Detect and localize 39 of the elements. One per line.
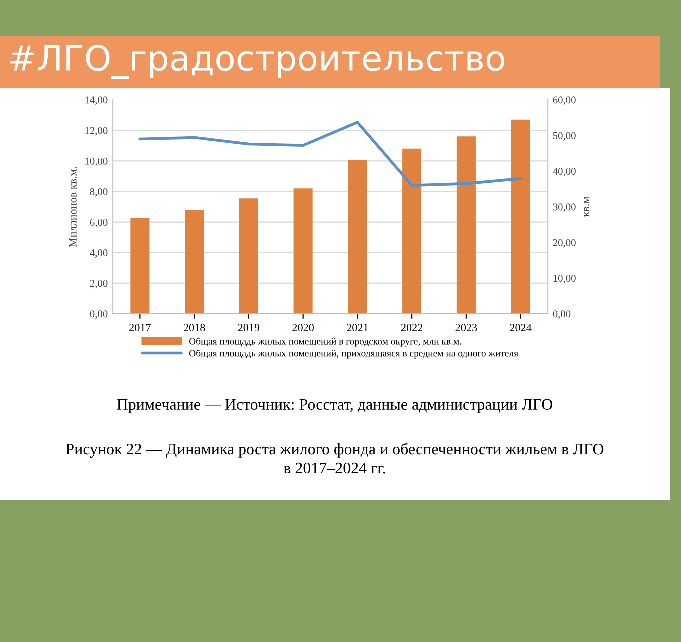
legend-label: Общая площадь жилых помещений, приходящаяся в среднем на одного жителя	[189, 350, 518, 359]
y-tick-label: 10,00	[86, 158, 108, 166]
y2-tick-label: 20,00	[553, 239, 576, 248]
y-tick-label: 0,00	[90, 310, 108, 320]
legend-label: Общая площадь жилых помещений в городском округе, млн кв.м.	[189, 338, 462, 347]
bar	[348, 160, 368, 314]
bar	[456, 136, 476, 314]
y2-tick-label: 60,00	[553, 96, 576, 106]
y2-tick-label: 0,00	[553, 310, 571, 320]
y-tick-label: 12,00	[86, 127, 108, 136]
y2-tick-label: 50,00	[553, 132, 576, 141]
bar	[511, 120, 530, 314]
bar	[239, 198, 258, 314]
line-series	[138, 121, 522, 187]
bar	[402, 148, 422, 314]
x-tick-label: 2018	[184, 324, 206, 332]
chart-title: #ЛГО_градостроительство	[10, 45, 504, 79]
x-tick-label: 2019	[238, 324, 260, 332]
x-tick-label: 2021	[347, 324, 368, 332]
y-tick-label: 4,00	[90, 250, 108, 258]
y2-tick-label: 10,00	[554, 275, 576, 284]
text: Рисунок 22 — Динамика роста жилого фонда и обеспеченности жильем в ЛГО в 2017–2024 гг.	[66, 443, 604, 474]
y-tick-label: 14,00	[86, 96, 108, 106]
y2-tick-label: 40,00	[553, 168, 576, 177]
bar	[185, 210, 204, 314]
y-tick-label: 2,00	[90, 280, 108, 289]
x-tick-label: 2023	[456, 324, 478, 332]
bar	[130, 218, 150, 314]
x-tick-label: 2017	[130, 324, 151, 332]
x-tick-label: 2022	[401, 324, 423, 332]
y2-tick-label: 30,00	[553, 204, 576, 212]
x-tick-label: 2020	[292, 324, 314, 332]
y-axis-title: Миллионов кв.м.	[70, 167, 77, 248]
y2-axis-title: кв.м	[584, 197, 590, 218]
y-tick-label: 8,00	[90, 188, 108, 197]
text: Примечание — Источник: Росстат, данные администрации ЛГО	[117, 399, 553, 414]
y-tick-label: 6,00	[90, 218, 108, 228]
x-tick-label: 2024	[510, 324, 532, 332]
bar	[294, 188, 313, 314]
